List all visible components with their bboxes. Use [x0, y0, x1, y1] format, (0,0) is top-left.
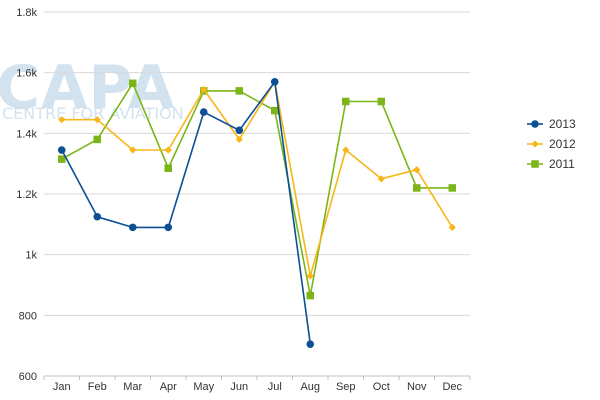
series-2013: [57, 77, 315, 348]
data-point-2012-aug: [306, 272, 314, 280]
series-2011: [58, 79, 456, 300]
data-point-2011-mar: [129, 79, 137, 88]
legend-label: 2011: [549, 157, 575, 171]
data-point-2013-aug: [306, 340, 315, 348]
legend-label: 2012: [549, 137, 576, 151]
data-point-2011-jan: [58, 155, 66, 163]
x-tick-label-apr: Apr: [160, 381, 177, 393]
y-tick-label: 1.6k: [16, 68, 37, 80]
y-tick-label: 1.4k: [16, 128, 37, 140]
data-point-2013-apr: [164, 223, 173, 232]
y-tick-label: 600: [19, 371, 37, 383]
legend: 2013 2012 2011: [527, 117, 576, 171]
data-point-2011-sep: [342, 97, 350, 106]
x-tick-label-sep: Sep: [336, 381, 356, 393]
y-tick-label: 1.8k: [16, 7, 37, 19]
data-point-2011-aug: [306, 291, 314, 300]
data-point-2011-dec: [448, 184, 456, 192]
data-point-2011-feb: [93, 135, 101, 144]
x-tick-label-mar: Mar: [123, 381, 142, 393]
x-tick-label-jan: Jan: [53, 381, 71, 393]
legend-item-2013: 2013: [527, 117, 576, 131]
legend-marker: [531, 160, 539, 168]
y-tick-label: 1.2k: [16, 189, 37, 201]
x-tick-label-feb: Feb: [88, 381, 107, 393]
x-tick-label-jul: Jul: [268, 381, 282, 393]
data-point-2012-oct: [377, 175, 385, 183]
gridlines: [44, 11, 470, 316]
x-tick-label-jun: Jun: [230, 381, 248, 393]
series-line-2012: [61, 81, 453, 277]
axes: 600 800 1k 1.2k 1.4k 1.6k 1.8k Jan Feb Mar Apr May J…: [16, 7, 471, 393]
data-point-2011-jun: [235, 87, 243, 95]
data-point-2012-nov: [413, 166, 421, 174]
data-point-2012-may: [200, 85, 208, 93]
data-point-2011-apr: [164, 164, 172, 172]
data-point-2011-nov: [413, 184, 421, 192]
series-line-2011: [61, 82, 453, 297]
data-series: [57, 77, 456, 348]
x-tick-label-may: May: [193, 381, 214, 393]
data-point-2013-jun: [235, 126, 244, 135]
data-point-2012-apr: [164, 146, 172, 154]
y-tick-label: 800: [19, 310, 37, 322]
data-point-2012-jan: [58, 116, 66, 124]
legend-label: 2013: [549, 117, 576, 131]
legend-marker: [531, 120, 539, 128]
data-point-2012-dec: [448, 223, 456, 231]
data-point-2013-jan: [57, 146, 66, 154]
data-point-2011-jul: [271, 106, 279, 115]
data-point-2011-oct: [377, 97, 385, 106]
data-point-2012-feb: [93, 116, 101, 124]
data-point-2012-jun: [235, 135, 243, 143]
legend-marker: [531, 140, 539, 148]
legend-item-2012: 2012: [527, 137, 576, 151]
data-point-2013-jul: [270, 77, 279, 86]
data-point-2013-may: [199, 108, 208, 116]
data-point-2013-feb: [93, 212, 102, 221]
x-tick-label-aug: Aug: [300, 381, 320, 393]
capa-watermark: CAPA CENTRE FOR AVIATION: [0, 53, 184, 123]
data-point-2012-sep: [342, 146, 350, 154]
x-tick-label-oct: Oct: [373, 381, 390, 393]
watermark-subtitle: CENTRE FOR AVIATION: [2, 104, 184, 123]
y-tick-label: 1k: [25, 250, 37, 262]
data-point-2012-mar: [129, 146, 137, 154]
x-tick-label-nov: Nov: [407, 381, 427, 393]
data-point-2013-mar: [128, 223, 137, 232]
x-tick-label-dec: Dec: [442, 381, 462, 393]
series-line-2013: [61, 81, 312, 345]
legend-item-2011: 2011: [527, 157, 575, 171]
